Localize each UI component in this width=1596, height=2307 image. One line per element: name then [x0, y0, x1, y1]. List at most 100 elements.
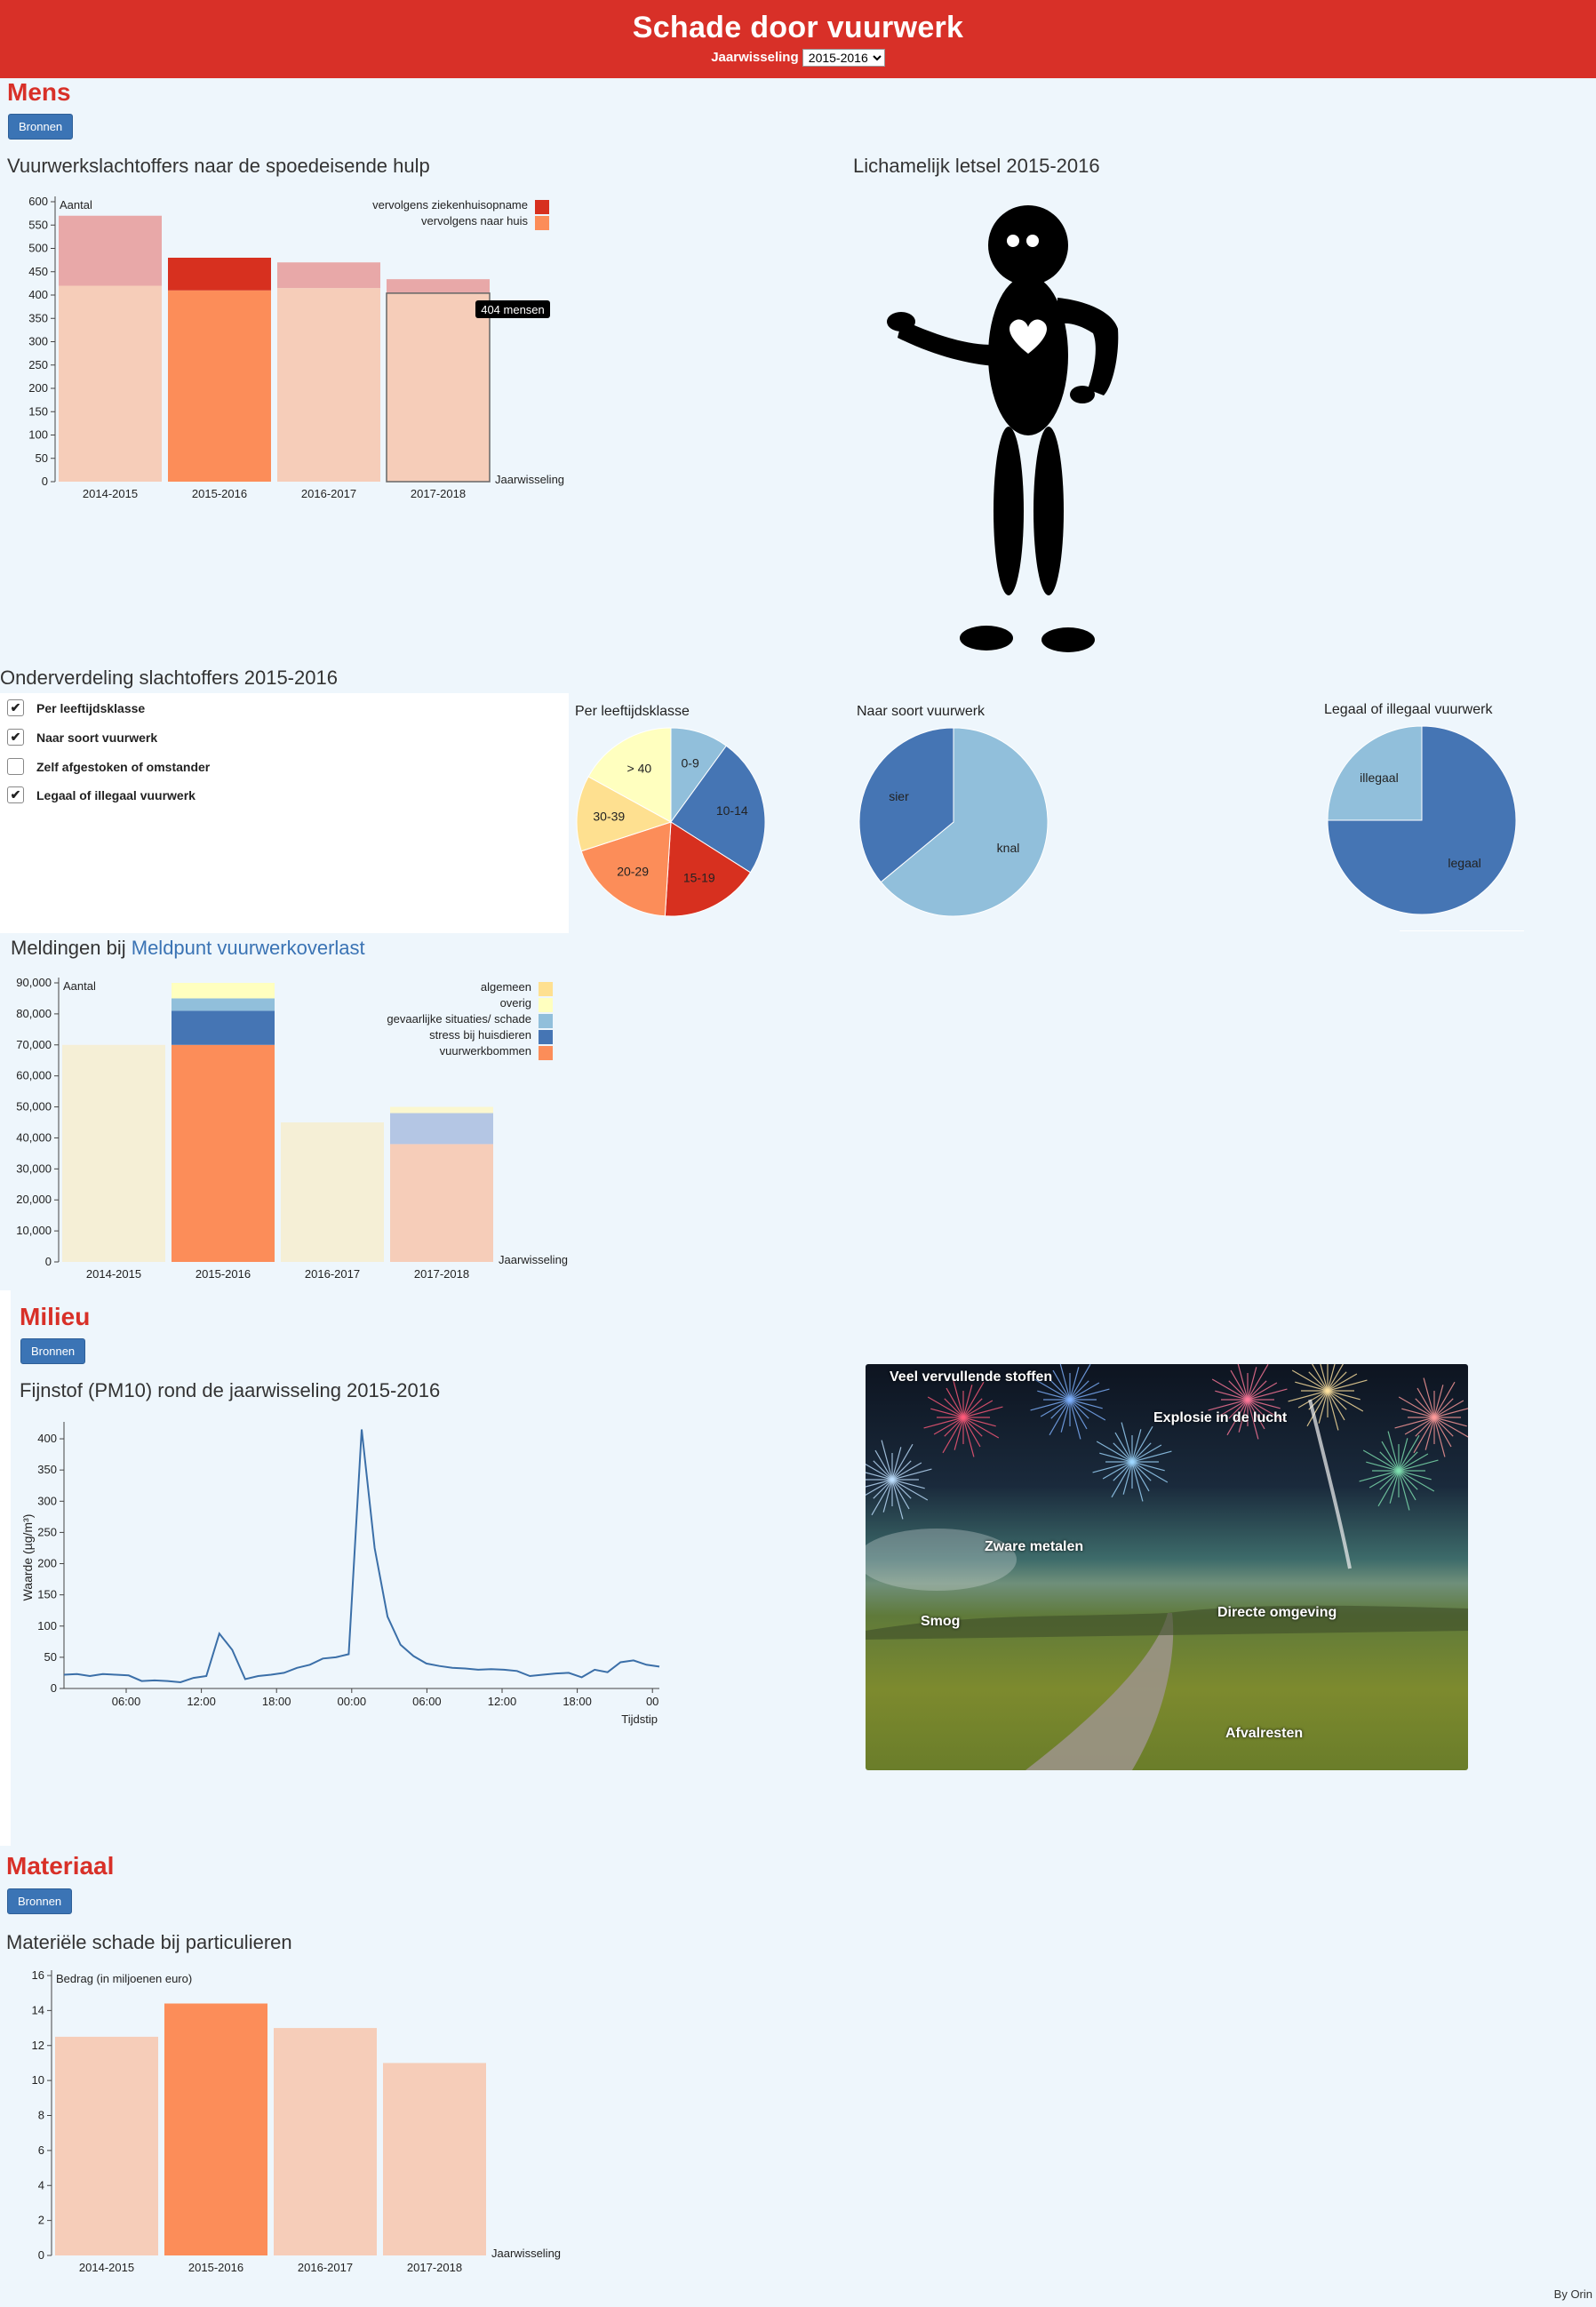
firework-spark	[1433, 1417, 1446, 1457]
meldpunt-link[interactable]: Meldpunt vuurwerkoverlast	[131, 937, 365, 959]
firework-spark	[1433, 1417, 1468, 1438]
firework-spark	[874, 1449, 893, 1481]
pm-chart-title: Fijnstof (PM10) rond de jaarwisseling 20…	[20, 1379, 441, 1401]
firework-spark	[1401, 1408, 1435, 1418]
firework-spark	[891, 1479, 925, 1489]
horizon-hills	[866, 1605, 1468, 1640]
figure-head	[988, 205, 1068, 285]
y-tick-label: 100	[37, 1619, 57, 1632]
legend-swatch	[539, 1030, 553, 1044]
photo-label-6: Afvalresten	[1225, 1726, 1304, 1741]
pie-slice-label: illegaal	[1360, 770, 1399, 785]
road-path	[1025, 1613, 1174, 1770]
firework-spark	[873, 1479, 893, 1499]
y-tick-label: 12	[32, 2039, 44, 2052]
y-tick-label: 200	[28, 381, 48, 395]
firework-spark	[891, 1479, 910, 1510]
firework-spark	[1247, 1380, 1267, 1401]
firework-spark	[1327, 1390, 1347, 1410]
figure-eye-left	[1007, 235, 1019, 247]
firework-spark	[1362, 1449, 1400, 1472]
firework-spark	[1069, 1399, 1089, 1419]
option-legal-checkbox[interactable]: ✔	[7, 786, 24, 803]
pie-slice	[587, 727, 672, 823]
legend-label: vervolgens ziekenhuisopname	[372, 198, 528, 212]
x-tick-label: 2016-2017	[301, 487, 356, 500]
firework-spark	[1327, 1364, 1345, 1392]
firework-spark	[962, 1417, 996, 1427]
pie-slice	[880, 727, 1049, 917]
option-legal-label: Legaal of illegaal vuurwerk	[36, 787, 196, 802]
bar-segment	[277, 262, 380, 289]
firework-spark	[1211, 1378, 1249, 1401]
firework-spark	[1069, 1399, 1103, 1409]
milieu-sources-button[interactable]: Bronnen	[20, 1338, 86, 1364]
firework-spark	[1096, 1441, 1133, 1463]
firework-spark	[1433, 1417, 1454, 1437]
option-legal-row[interactable]: ✔ Legaal of illegaal vuurwerk	[7, 786, 196, 803]
firework-spark	[1398, 1470, 1435, 1492]
y-tick-label: 80,000	[16, 1007, 52, 1020]
figure-foot-right	[1041, 627, 1095, 652]
option-type-row[interactable]: ✔ Naar soort vuurwerk	[7, 729, 157, 746]
figure-foot-left	[960, 626, 1013, 651]
firework-spark	[942, 1417, 964, 1454]
tooltip-box	[475, 300, 550, 318]
option-age-checkbox[interactable]: ✔	[7, 699, 24, 716]
pie-slice-label: 20-29	[617, 864, 649, 878]
option-self-checkbox[interactable]	[7, 758, 24, 775]
firework-spark	[1037, 1390, 1071, 1401]
firework-spark	[1099, 1452, 1133, 1463]
option-type-checkbox[interactable]: ✔	[7, 729, 24, 746]
firework-spark	[944, 1398, 964, 1418]
y-tick-label: 150	[28, 404, 48, 418]
option-type-label: Naar soort vuurwerk	[36, 730, 158, 745]
y-tick-label: 50	[44, 1650, 57, 1664]
pie-legal-title: Legaal of illegaal vuurwerk	[1324, 702, 1493, 717]
firework-spark	[1111, 1461, 1133, 1498]
firework-spark	[882, 1479, 893, 1513]
y-tick-label: 50,000	[16, 1100, 52, 1114]
year-select[interactable]: 2015-2016	[802, 49, 885, 67]
y-tick-label: 300	[28, 335, 48, 348]
firework-spark	[891, 1462, 922, 1481]
x-axis-title: Jaarwisseling	[499, 1253, 568, 1266]
firework-spark	[1377, 1470, 1400, 1507]
pm-chart: 0 50 100 150 200 250 300 350 400 06:00 12:00 18:00 0…	[20, 1422, 660, 1726]
firework-spark	[1131, 1429, 1142, 1463]
x-tick-label: 12:00	[488, 1695, 517, 1708]
firework-spark	[1381, 1441, 1400, 1472]
firework-spark	[1389, 1470, 1400, 1504]
firework-spark	[1394, 1417, 1435, 1429]
mens-sources-button[interactable]: Bronnen	[8, 114, 74, 140]
figure-torso	[988, 275, 1068, 435]
option-self-row[interactable]: Zelf afgestoken of omstander	[7, 758, 210, 775]
firework-spark	[891, 1479, 904, 1520]
firework-spark	[1247, 1388, 1288, 1401]
firework-spark	[873, 1460, 893, 1481]
firework-spark	[927, 1396, 964, 1418]
y-tick-label: 150	[37, 1588, 57, 1601]
materiaal-sources-button[interactable]: Bronnen	[7, 1888, 73, 1914]
bar-segment	[168, 290, 271, 482]
bar-segment	[281, 1122, 384, 1262]
firework-spark	[962, 1385, 973, 1418]
firework-spark	[1415, 1398, 1435, 1418]
firework-spark	[1291, 1369, 1329, 1392]
pie-age: 0-9 10-14 15-19 20-29 30-39 > 40	[576, 727, 766, 917]
y-tick-label: 300	[37, 1494, 57, 1507]
milieu-left-strip	[0, 1290, 11, 1846]
y-tick-label: 350	[37, 1463, 57, 1476]
firework-spark	[1433, 1408, 1468, 1418]
firework-spark	[1297, 1390, 1329, 1409]
x-tick-label: 12:00	[187, 1695, 216, 1708]
firework-spark	[1122, 1461, 1133, 1495]
x-tick-label: 06:00	[112, 1695, 141, 1708]
option-age-row[interactable]: ✔ Per leeftijdsklasse	[7, 699, 145, 716]
firework-spark	[1398, 1459, 1439, 1472]
y-tick-label: 100	[28, 428, 48, 442]
legend-label: stress bij huisdieren	[429, 1028, 531, 1042]
divider	[1400, 930, 1524, 931]
firework-spark	[1215, 1390, 1249, 1401]
y-tick-label: 60,000	[16, 1069, 52, 1082]
